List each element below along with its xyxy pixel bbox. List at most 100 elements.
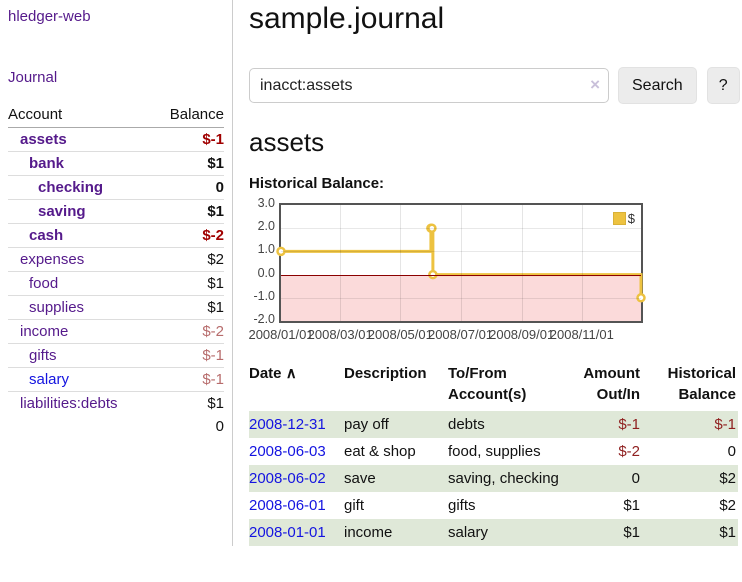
account-row: checking 0 [8, 175, 224, 200]
account-link[interactable]: income [20, 323, 69, 340]
txn-amount: $1 [623, 524, 640, 541]
header-historical-balance: Historical Balance [667, 365, 736, 403]
chart-plot-area: $ [276, 203, 646, 323]
vertical-gridline [460, 205, 462, 321]
horizontal-gridline [281, 251, 641, 253]
txn-description: eat & shop [344, 443, 416, 460]
account-row: food $1 [8, 271, 224, 296]
header-amount-outin: Amount Out/In [583, 365, 640, 403]
transactions-table: Date ∧ Description To/From Account(s) Am… [249, 361, 738, 546]
chart-plot-inner: $ [276, 205, 646, 321]
txn-balance: 0 [727, 443, 736, 460]
x-tick-label: 2008/03/01 [307, 327, 373, 342]
txn-amount: 0 [631, 470, 640, 487]
accounts-table: Account Balance assets $-1 bank $1 check… [8, 103, 224, 438]
y-tick-label: 0.0 [257, 265, 275, 280]
txn-accounts: salary [448, 524, 489, 541]
transactions-header-row: Date ∧ Description To/From Account(s) Am… [249, 361, 738, 411]
account-row: expenses $2 [8, 247, 224, 272]
account-row: gifts $-1 [8, 343, 224, 368]
transaction-row: 2008-06-01 gift gifts $1 $2 [249, 492, 738, 519]
txn-date-link[interactable]: 2008-06-01 [249, 497, 326, 514]
account-link[interactable]: expenses [20, 251, 85, 268]
data-point-marker [636, 293, 646, 303]
journal-link[interactable]: Journal [8, 69, 58, 86]
search-input[interactable] [249, 68, 609, 103]
txn-amount: $1 [623, 497, 640, 514]
y-tick-label: 2.0 [257, 219, 275, 234]
accounts-header-account: Account [8, 103, 153, 128]
txn-description: pay off [344, 416, 389, 433]
horizontal-gridline [281, 228, 641, 230]
txn-description: save [344, 470, 376, 487]
sort-asc-icon: ∧ [285, 365, 297, 382]
accounts-body: assets $-1 bank $1 checking 0 saving $1 … [8, 128, 224, 415]
zero-axis-line [281, 274, 641, 276]
account-balance: $-1 [152, 343, 224, 368]
below-zero-region [281, 274, 641, 321]
account-row: bank $1 [8, 151, 224, 176]
account-balance: $1 [152, 295, 224, 320]
vertical-gridline [400, 205, 402, 321]
account-link[interactable]: cash [29, 227, 64, 244]
account-link[interactable]: bank [29, 155, 65, 172]
account-balance: $2 [152, 247, 224, 272]
account-link[interactable]: gifts [29, 347, 57, 364]
txn-accounts: gifts [448, 497, 476, 514]
account-link[interactable]: salary [29, 371, 70, 388]
x-tick-label: 2008/11/01 [549, 327, 614, 342]
data-point-marker [427, 223, 437, 233]
clear-search-icon[interactable]: × [590, 75, 600, 94]
x-tick-label: 2008/05/01 [367, 327, 433, 342]
txn-date-link[interactable]: 2008-01-01 [249, 524, 326, 541]
txn-date-link[interactable]: 2008-06-03 [249, 443, 326, 460]
account-balance: $-1 [202, 131, 224, 148]
txn-date-link[interactable]: 2008-06-02 [249, 470, 326, 487]
y-tick-label: 3.0 [257, 196, 275, 210]
account-balance: $-1 [152, 367, 224, 392]
search-button[interactable]: Search [618, 67, 697, 104]
sidebar: hledger-web Journal Account Balance asse… [0, 0, 233, 546]
vertical-gridline [521, 205, 523, 321]
vertical-gridline [581, 205, 583, 321]
account-link[interactable]: food [29, 275, 59, 292]
vertical-gridline [340, 205, 342, 321]
app-title-link[interactable]: hledger-web [8, 8, 91, 25]
account-link[interactable]: saving [38, 203, 86, 220]
account-link[interactable]: assets [20, 131, 67, 148]
chart-label: Historical Balance: [249, 175, 385, 192]
legend-label: $ [627, 211, 635, 226]
account-row: income $-2 [8, 319, 224, 344]
data-point-marker [276, 246, 286, 257]
account-link[interactable]: liabilities:debts [20, 395, 118, 412]
x-tick-label: 2008/09/01 [489, 327, 555, 342]
txn-amount: $-1 [618, 416, 640, 433]
account-link[interactable]: checking [38, 179, 104, 196]
account-balance: $1 [152, 199, 224, 224]
help-button[interactable]: ? [706, 67, 740, 104]
accounts-total-balance: 0 [215, 418, 224, 435]
journal-nav: Journal [8, 69, 224, 86]
account-balance: $1 [152, 151, 224, 176]
search-input-wrap: × [249, 68, 609, 103]
y-tick-label: -2.0 [253, 312, 275, 326]
header-date[interactable]: Date ∧ [249, 365, 297, 382]
txn-accounts: debts [448, 416, 485, 433]
account-row: assets $-1 [8, 128, 224, 152]
header-tofrom-accounts: To/From Account(s) [448, 365, 527, 403]
txn-balance: $2 [719, 470, 736, 487]
account-link[interactable]: supplies [29, 299, 85, 316]
account-balance: 0 [152, 175, 224, 200]
transaction-row: 2008-12-31 pay off debts $-1 $-1 [249, 411, 738, 438]
transactions-body: 2008-12-31 pay off debts $-1 $-1 2008-06… [249, 411, 738, 546]
txn-accounts: saving, checking [448, 470, 559, 487]
app-layout: hledger-web Journal Account Balance asse… [0, 0, 740, 546]
txn-accounts: food, supplies [448, 443, 541, 460]
legend-swatch-icon [612, 212, 626, 225]
page-title: sample.journal [249, 2, 445, 35]
accounts-total-row: 0 [8, 415, 224, 438]
txn-date-link[interactable]: 2008-12-31 [249, 416, 326, 433]
account-balance: $-2 [152, 319, 224, 344]
account-heading: assets [249, 127, 325, 157]
txn-balance: $2 [719, 497, 736, 514]
